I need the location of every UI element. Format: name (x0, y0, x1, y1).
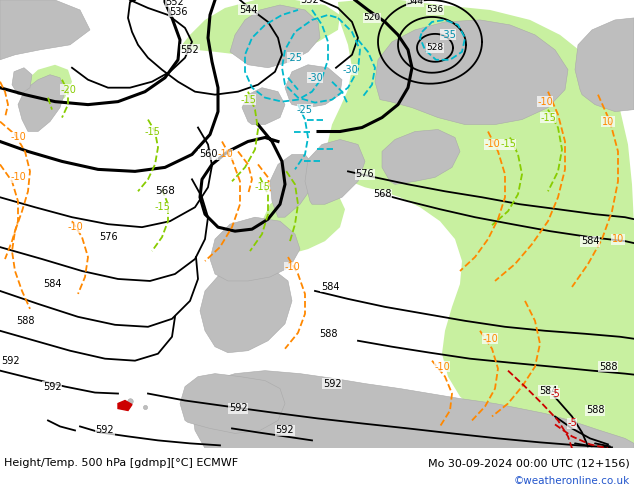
Polygon shape (192, 370, 634, 448)
Polygon shape (382, 129, 460, 184)
Text: 576: 576 (356, 170, 374, 179)
Polygon shape (12, 68, 32, 95)
Text: -10: -10 (284, 262, 300, 272)
Text: 552: 552 (181, 45, 199, 55)
Text: 576: 576 (99, 232, 117, 242)
Text: -15: -15 (154, 202, 170, 212)
Text: 592: 592 (229, 403, 247, 414)
Polygon shape (200, 264, 292, 353)
Text: 588: 588 (598, 362, 618, 371)
Text: 552: 552 (301, 0, 320, 5)
Text: 552: 552 (165, 0, 184, 7)
Text: Height/Temp. 500 hPa [gdmp][°C] ECMWF: Height/Temp. 500 hPa [gdmp][°C] ECMWF (4, 459, 238, 468)
Text: -5: -5 (550, 389, 560, 398)
Text: 544: 544 (239, 5, 257, 15)
Text: 10: 10 (602, 117, 614, 126)
Text: -10: -10 (537, 97, 553, 107)
Polygon shape (22, 65, 72, 114)
Text: 584: 584 (321, 282, 339, 292)
Text: ©weatheronline.co.uk: ©weatheronline.co.uk (514, 475, 630, 486)
Text: 592: 592 (1, 356, 19, 366)
Text: -15: -15 (500, 140, 516, 149)
Text: Mo 30-09-2024 00:00 UTC (12+156): Mo 30-09-2024 00:00 UTC (12+156) (428, 459, 630, 468)
Polygon shape (242, 88, 285, 124)
Text: -5: -5 (567, 418, 577, 428)
Text: -20: -20 (60, 85, 76, 95)
Text: -10: -10 (484, 140, 500, 149)
Polygon shape (262, 184, 345, 254)
Polygon shape (178, 0, 340, 55)
Text: 592: 592 (323, 379, 341, 389)
Text: -10: -10 (67, 222, 83, 232)
Text: 568: 568 (373, 189, 391, 199)
Text: -10: -10 (482, 334, 498, 344)
Polygon shape (375, 20, 568, 124)
Text: -25: -25 (287, 53, 303, 63)
Text: 536: 536 (169, 7, 187, 17)
Text: 584: 584 (581, 236, 599, 246)
Text: 584: 584 (42, 279, 61, 289)
Text: 560: 560 (198, 149, 217, 159)
Polygon shape (285, 65, 342, 108)
Polygon shape (0, 0, 28, 55)
Text: -15: -15 (540, 113, 556, 122)
Polygon shape (305, 140, 365, 204)
Text: -30: -30 (342, 65, 358, 75)
Text: -10: -10 (217, 149, 233, 159)
Polygon shape (0, 0, 90, 60)
Text: -30: -30 (307, 73, 323, 83)
Text: -15: -15 (144, 126, 160, 137)
Text: 592: 592 (276, 425, 294, 436)
Text: -15: -15 (254, 182, 270, 192)
Text: 592: 592 (96, 425, 114, 436)
Text: 592: 592 (42, 382, 61, 392)
Text: -10: -10 (10, 172, 26, 182)
Polygon shape (18, 75, 65, 131)
Text: 568: 568 (155, 186, 175, 196)
Text: -35: -35 (440, 30, 456, 40)
Text: 584: 584 (539, 386, 557, 395)
Text: 588: 588 (586, 406, 604, 416)
Polygon shape (180, 373, 285, 434)
Polygon shape (230, 5, 320, 68)
Text: 10: 10 (612, 234, 624, 244)
Text: 536: 536 (427, 5, 444, 15)
Polygon shape (575, 18, 634, 112)
Text: -15: -15 (240, 95, 256, 105)
Polygon shape (210, 217, 300, 281)
Text: 520: 520 (363, 13, 380, 23)
Text: 588: 588 (319, 329, 337, 339)
Text: -10: -10 (434, 362, 450, 371)
Text: -25: -25 (297, 104, 313, 115)
Text: 528: 528 (427, 43, 444, 52)
Text: 544: 544 (406, 0, 424, 6)
Text: -10: -10 (10, 132, 26, 143)
Polygon shape (328, 0, 634, 448)
Polygon shape (270, 154, 315, 217)
Text: 588: 588 (16, 316, 34, 326)
Polygon shape (118, 400, 132, 411)
